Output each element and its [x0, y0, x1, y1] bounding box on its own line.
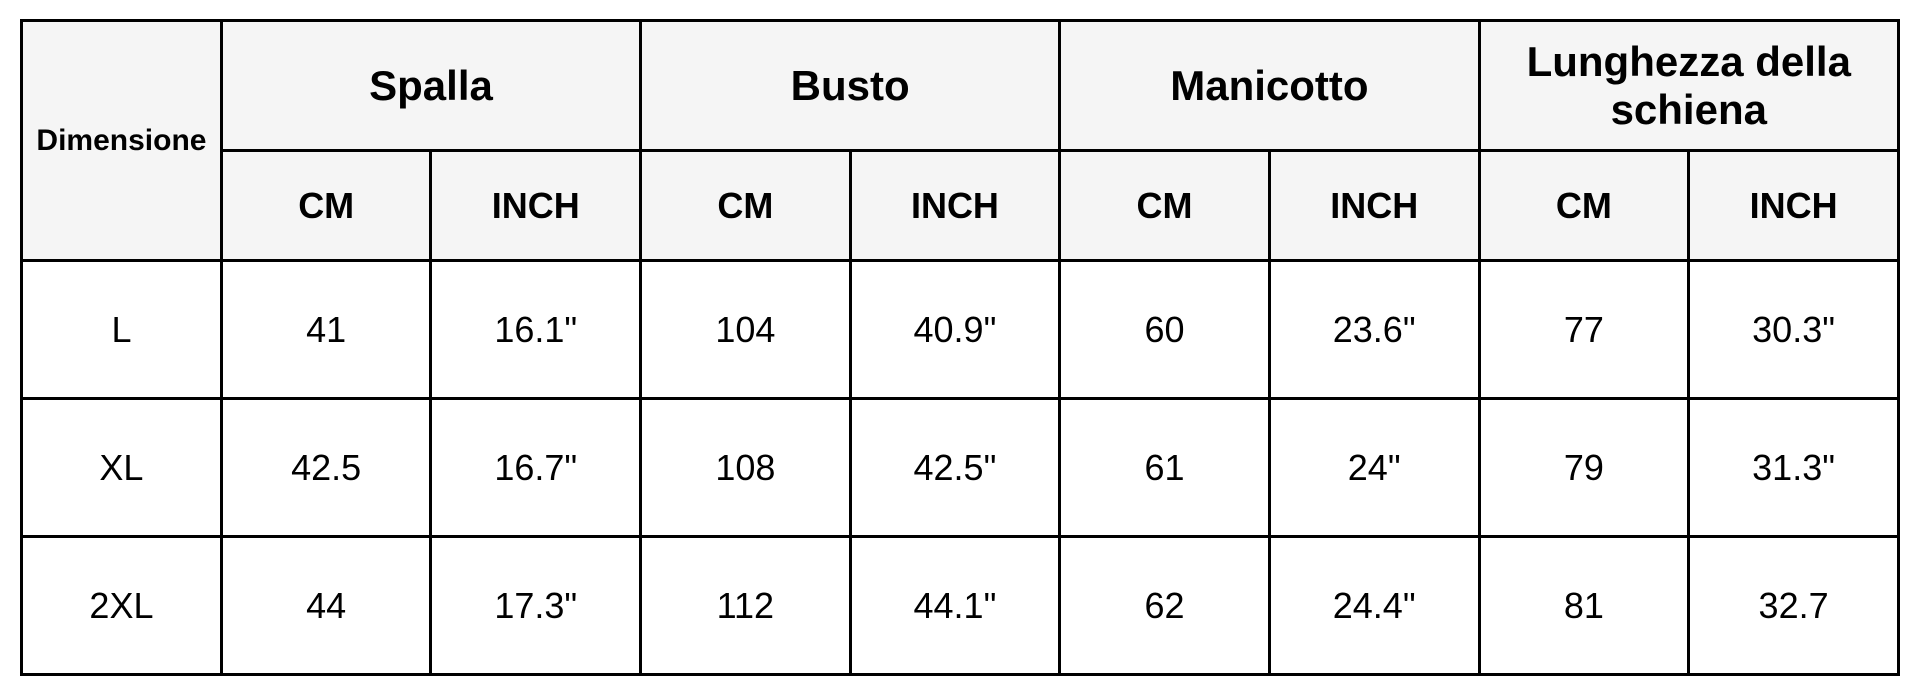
data-cell: 44.1"	[850, 537, 1060, 675]
size-cell: XL	[22, 399, 222, 537]
data-cell: 42.5"	[850, 399, 1060, 537]
unit-header-inch: INCH	[1269, 151, 1479, 261]
unit-header-cm: CM	[221, 151, 431, 261]
data-cell: 42.5	[221, 399, 431, 537]
unit-header-cm: CM	[1479, 151, 1689, 261]
dimension-header: Dimensione	[22, 21, 222, 261]
table-row: L 41 16.1" 104 40.9" 60 23.6" 77 30.3"	[22, 261, 1899, 399]
unit-header-inch: INCH	[431, 151, 641, 261]
table-row: XL 42.5 16.7" 108 42.5" 61 24" 79 31.3"	[22, 399, 1899, 537]
header-row-1: Dimensione Spalla Busto Manicotto Lunghe…	[22, 21, 1899, 151]
data-cell: 41	[221, 261, 431, 399]
unit-header-cm: CM	[1060, 151, 1270, 261]
data-cell: 77	[1479, 261, 1689, 399]
unit-header-inch: INCH	[850, 151, 1060, 261]
data-cell: 108	[641, 399, 851, 537]
data-cell: 31.3"	[1689, 399, 1899, 537]
size-cell: L	[22, 261, 222, 399]
unit-header-cm: CM	[641, 151, 851, 261]
group-header-spalla: Spalla	[221, 21, 640, 151]
data-cell: 23.6"	[1269, 261, 1479, 399]
data-cell: 16.1"	[431, 261, 641, 399]
data-cell: 17.3"	[431, 537, 641, 675]
data-cell: 112	[641, 537, 851, 675]
table-row: 2XL 44 17.3" 112 44.1" 62 24.4" 81 32.7	[22, 537, 1899, 675]
group-header-lunghezza: Lunghezza della schiena	[1479, 21, 1898, 151]
group-header-manicotto: Manicotto	[1060, 21, 1479, 151]
data-cell: 24"	[1269, 399, 1479, 537]
header-row-2: CM INCH CM INCH CM INCH CM INCH	[22, 151, 1899, 261]
size-chart-table: Dimensione Spalla Busto Manicotto Lunghe…	[20, 19, 1900, 676]
data-cell: 44	[221, 537, 431, 675]
data-cell: 81	[1479, 537, 1689, 675]
data-cell: 104	[641, 261, 851, 399]
group-header-busto: Busto	[641, 21, 1060, 151]
data-cell: 30.3"	[1689, 261, 1899, 399]
data-cell: 79	[1479, 399, 1689, 537]
data-cell: 32.7	[1689, 537, 1899, 675]
data-cell: 24.4"	[1269, 537, 1479, 675]
size-cell: 2XL	[22, 537, 222, 675]
data-cell: 40.9"	[850, 261, 1060, 399]
data-cell: 62	[1060, 537, 1270, 675]
data-cell: 60	[1060, 261, 1270, 399]
data-cell: 16.7"	[431, 399, 641, 537]
data-cell: 61	[1060, 399, 1270, 537]
unit-header-inch: INCH	[1689, 151, 1899, 261]
